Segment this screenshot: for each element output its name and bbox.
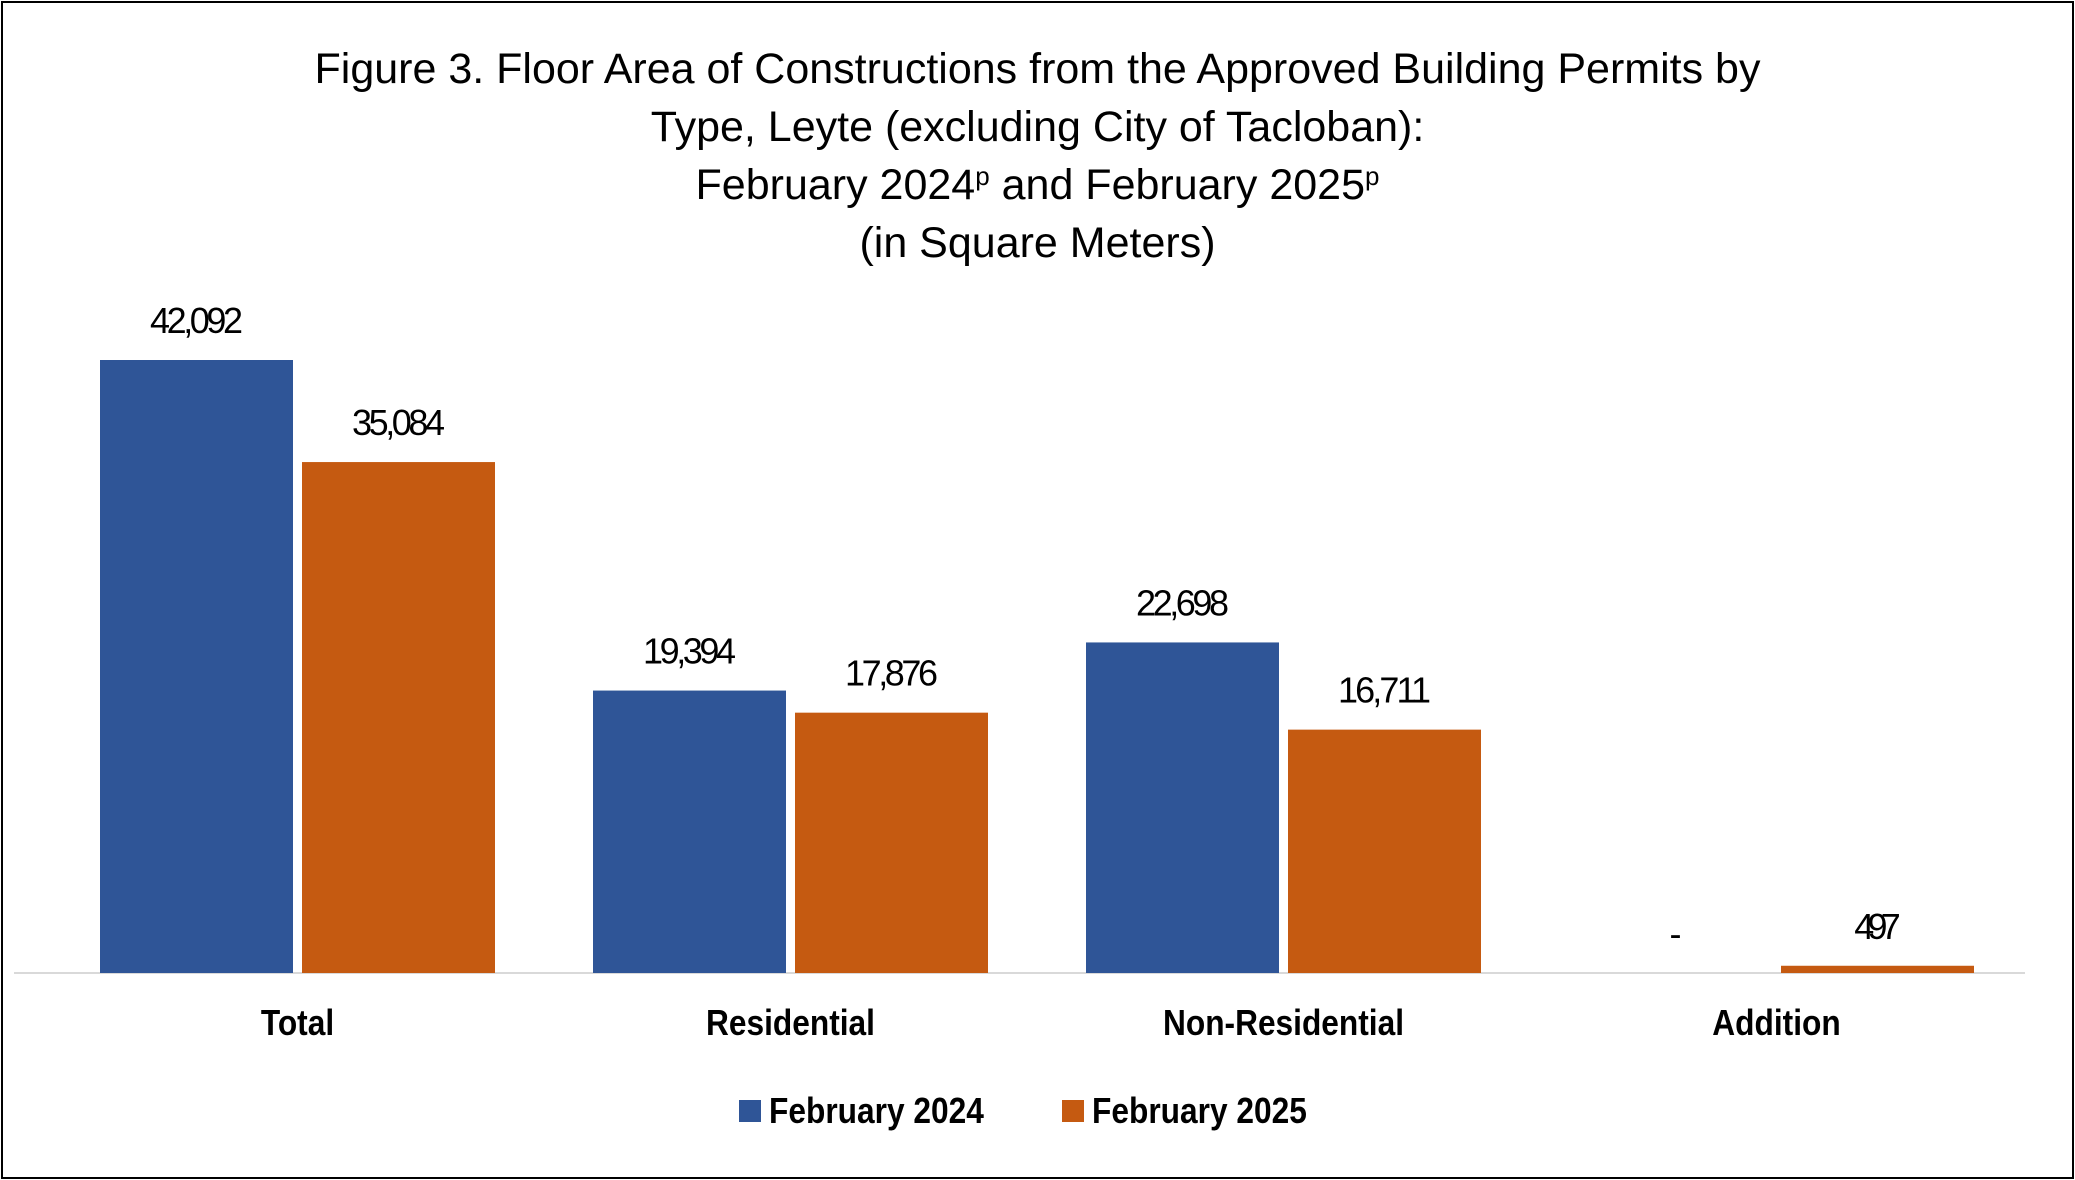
title-line-1: Figure 3. Floor Area of Constructions fr…	[314, 45, 1761, 93]
data-label: -	[1670, 913, 1682, 954]
data-label: 17,876	[845, 653, 938, 694]
title-preliminary-mark-1: p	[975, 161, 990, 191]
bar-residential-series-2	[795, 712, 988, 973]
category-label: Addition	[1712, 1003, 1840, 1043]
bar-chart: 42,092 35,084 Total 19,394 17,876 Residential…	[14, 300, 2025, 1043]
legend-swatch	[1061, 1100, 1084, 1122]
title-line-2: Type, Leyte (excluding City of Tacloban)…	[650, 103, 1425, 151]
category-label: Residential	[706, 1003, 875, 1043]
legend-item-series-2: February 2025	[1061, 1090, 1336, 1132]
data-label: 42,092	[150, 300, 243, 341]
legend-swatch	[739, 1100, 762, 1122]
title-line-4: (in Square Meters)	[859, 219, 1216, 267]
category-label: Total	[261, 1003, 334, 1043]
category-label: Non-Residential	[1163, 1003, 1404, 1043]
bar-non-residential-series-1	[1086, 642, 1279, 973]
bar-total-series-2	[302, 462, 495, 973]
data-label: 22,698	[1136, 582, 1229, 623]
title-preliminary-mark-2: p	[1364, 161, 1380, 191]
data-label: 16,711	[1338, 670, 1431, 711]
chart-legend: February 2024 February 2025	[0, 1090, 2075, 1132]
title-period-2: and February 2025	[989, 161, 1365, 209]
bar-total-series-1	[100, 360, 293, 973]
bar-residential-series-1	[593, 690, 786, 973]
legend-item-series-1: February 2024	[739, 1090, 1013, 1132]
bar-non-residential-series-2	[1288, 729, 1481, 973]
legend-label: February 2024	[769, 1090, 985, 1131]
title-line-3: February 2024p and February 2025p	[0, 156, 2075, 214]
legend-label: February 2025	[1091, 1090, 1307, 1131]
data-label: 497	[1854, 906, 1901, 947]
data-label: 35,084	[352, 402, 445, 443]
chart-title: Figure 3. Floor Area of Constructions fr…	[0, 40, 2075, 272]
bar-addition-series-2	[1781, 965, 1974, 973]
title-period-1: February 2024	[695, 161, 976, 209]
data-label: 19,394	[643, 631, 736, 672]
